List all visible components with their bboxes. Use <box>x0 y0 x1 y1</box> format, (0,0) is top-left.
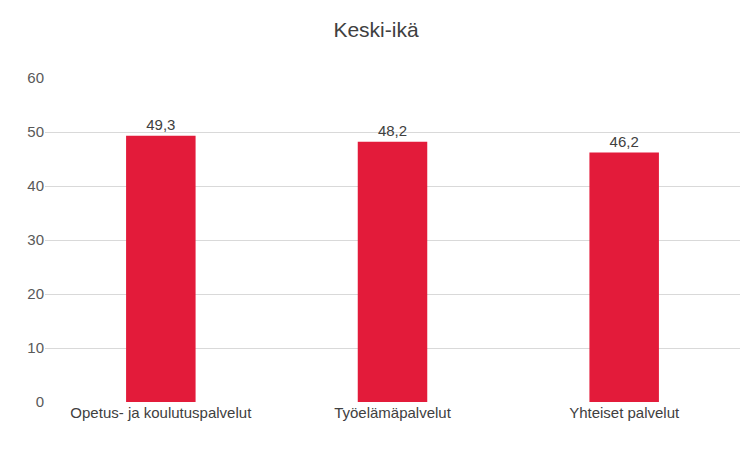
svg-text:Opetus- ja koulutuspalvelut: Opetus- ja koulutuspalvelut <box>70 404 252 421</box>
svg-text:Keski-ikä: Keski-ikä <box>333 18 419 41</box>
svg-text:30: 30 <box>27 231 44 248</box>
svg-text:0: 0 <box>36 393 44 410</box>
svg-text:Yhteiset palvelut: Yhteiset palvelut <box>569 404 680 421</box>
svg-text:60: 60 <box>27 69 44 86</box>
svg-text:50: 50 <box>27 123 44 140</box>
svg-text:10: 10 <box>27 339 44 356</box>
svg-text:20: 20 <box>27 285 44 302</box>
svg-text:49,3: 49,3 <box>146 116 175 133</box>
svg-text:46,2: 46,2 <box>610 133 639 150</box>
svg-text:48,2: 48,2 <box>378 122 407 139</box>
svg-text:Työelämäpalvelut: Työelämäpalvelut <box>334 404 452 421</box>
svg-text:40: 40 <box>27 177 44 194</box>
